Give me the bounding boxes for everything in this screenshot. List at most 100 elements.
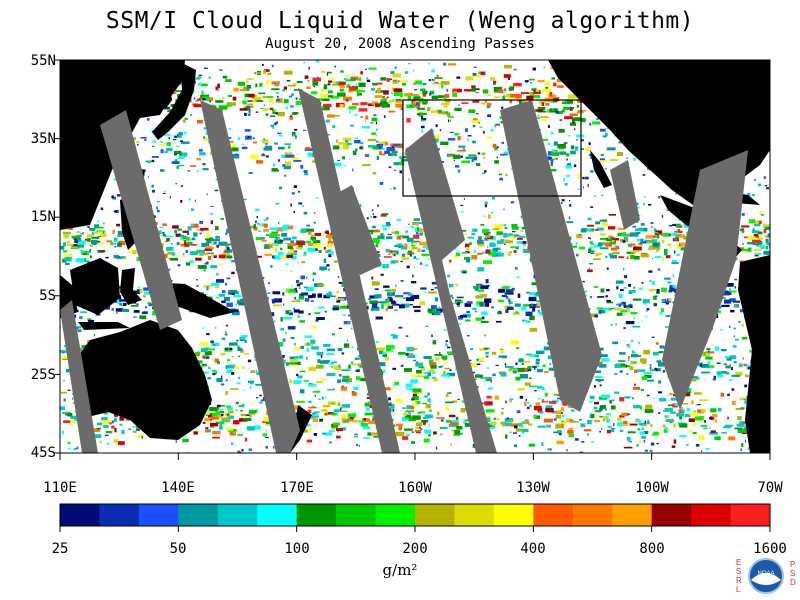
cloud-speck bbox=[219, 263, 222, 266]
cloud-speck bbox=[576, 134, 584, 138]
cloud-speck bbox=[128, 428, 132, 430]
cloud-speck bbox=[526, 95, 534, 100]
cloud-speck bbox=[239, 108, 248, 111]
cloud-speck bbox=[407, 354, 416, 358]
cloud-speck bbox=[417, 107, 425, 110]
cloud-speck bbox=[569, 113, 578, 116]
cloud-speck bbox=[472, 371, 475, 374]
cloud-speck bbox=[641, 435, 646, 439]
cloud-speck bbox=[300, 345, 304, 349]
cloud-speck bbox=[741, 324, 744, 327]
cloud-speck bbox=[509, 399, 512, 403]
cloud-speck bbox=[168, 268, 171, 271]
cloud-speck bbox=[281, 233, 288, 237]
cloud-speck bbox=[405, 383, 413, 388]
cloud-speck bbox=[114, 246, 117, 248]
cloud-speck bbox=[524, 401, 527, 407]
cloud-speck bbox=[204, 371, 209, 374]
cloud-speck bbox=[344, 164, 346, 167]
cloud-speck bbox=[403, 292, 411, 295]
cloud-speck bbox=[93, 434, 102, 439]
cloud-speck bbox=[616, 363, 626, 366]
cloud-speck bbox=[210, 265, 218, 269]
cloud-speck bbox=[260, 107, 263, 109]
cloud-speck bbox=[557, 85, 564, 88]
cloud-speck bbox=[737, 428, 747, 433]
cloud-speck bbox=[653, 431, 659, 436]
cloud-speck bbox=[243, 418, 252, 421]
cloud-speck bbox=[211, 242, 215, 246]
cloud-speck bbox=[254, 100, 264, 102]
cloud-speck bbox=[268, 292, 271, 294]
cloud-speck bbox=[416, 107, 418, 110]
cloud-speck bbox=[549, 92, 553, 97]
cloud-speck bbox=[687, 378, 697, 382]
cloud-speck bbox=[284, 332, 287, 334]
cloud-speck bbox=[491, 306, 494, 309]
cloud-speck bbox=[682, 392, 691, 397]
cloud-speck bbox=[183, 243, 190, 247]
cloud-speck bbox=[374, 114, 377, 117]
cloud-speck bbox=[550, 100, 558, 103]
cloud-speck bbox=[647, 379, 654, 382]
cloud-speck bbox=[636, 443, 639, 447]
cloud-speck bbox=[139, 289, 143, 294]
cloud-speck bbox=[506, 306, 514, 310]
cloud-speck bbox=[432, 82, 442, 85]
cloud-speck bbox=[413, 82, 417, 85]
cloud-speck bbox=[740, 228, 745, 232]
cloud-speck bbox=[244, 112, 247, 116]
cloud-speck bbox=[247, 100, 254, 102]
cloud-speck bbox=[336, 428, 343, 431]
cloud-speck bbox=[63, 398, 66, 402]
cloud-speck bbox=[421, 116, 424, 120]
cloud-speck bbox=[614, 391, 620, 394]
cloud-speck bbox=[356, 420, 366, 423]
cloud-speck bbox=[679, 242, 685, 247]
cloud-speck bbox=[255, 220, 257, 224]
cloud-speck bbox=[439, 352, 441, 354]
cloud-speck bbox=[623, 232, 626, 237]
cloud-speck bbox=[647, 241, 653, 244]
cloud-speck bbox=[147, 160, 151, 164]
cloud-speck bbox=[716, 362, 721, 364]
cloud-speck bbox=[288, 311, 293, 313]
cloud-speck bbox=[723, 426, 731, 429]
cloud-speck bbox=[422, 82, 427, 86]
cloud-speck bbox=[62, 411, 71, 415]
cloud-speck bbox=[333, 162, 342, 167]
cloud-speck bbox=[510, 369, 519, 372]
cloud-speck bbox=[464, 89, 472, 92]
cloud-speck bbox=[296, 283, 301, 287]
cloud-speck bbox=[477, 289, 484, 292]
cloud-speck bbox=[435, 308, 443, 312]
cloud-speck bbox=[152, 310, 157, 316]
cloud-speck bbox=[332, 125, 336, 128]
cloud-speck bbox=[537, 106, 546, 110]
cloud-speck bbox=[450, 421, 459, 426]
cloud-speck bbox=[291, 285, 293, 287]
cloud-speck bbox=[654, 232, 659, 234]
cloud-speck bbox=[516, 241, 524, 244]
cloud-speck bbox=[216, 378, 223, 383]
cloud-speck bbox=[590, 170, 594, 173]
cloud-speck bbox=[765, 238, 769, 243]
cloud-speck bbox=[395, 398, 403, 403]
cloud-speck bbox=[541, 119, 547, 121]
cloud-speck bbox=[709, 427, 711, 429]
cloud-speck bbox=[589, 313, 599, 318]
cloud-speck bbox=[451, 429, 456, 432]
cloud-speck bbox=[307, 247, 316, 253]
cloud-speck bbox=[237, 137, 241, 141]
cloud-speck bbox=[388, 99, 394, 103]
cloud-speck bbox=[369, 300, 378, 304]
cloud-speck bbox=[465, 319, 471, 322]
cloud-speck bbox=[444, 99, 451, 103]
cloud-speck bbox=[747, 247, 752, 252]
cloud-speck bbox=[733, 305, 737, 308]
cloud-speck bbox=[595, 252, 603, 256]
cloud-speck bbox=[284, 263, 289, 265]
cloud-speck bbox=[342, 145, 350, 150]
cloud-speck bbox=[206, 193, 208, 196]
cloud-speck bbox=[402, 436, 409, 440]
